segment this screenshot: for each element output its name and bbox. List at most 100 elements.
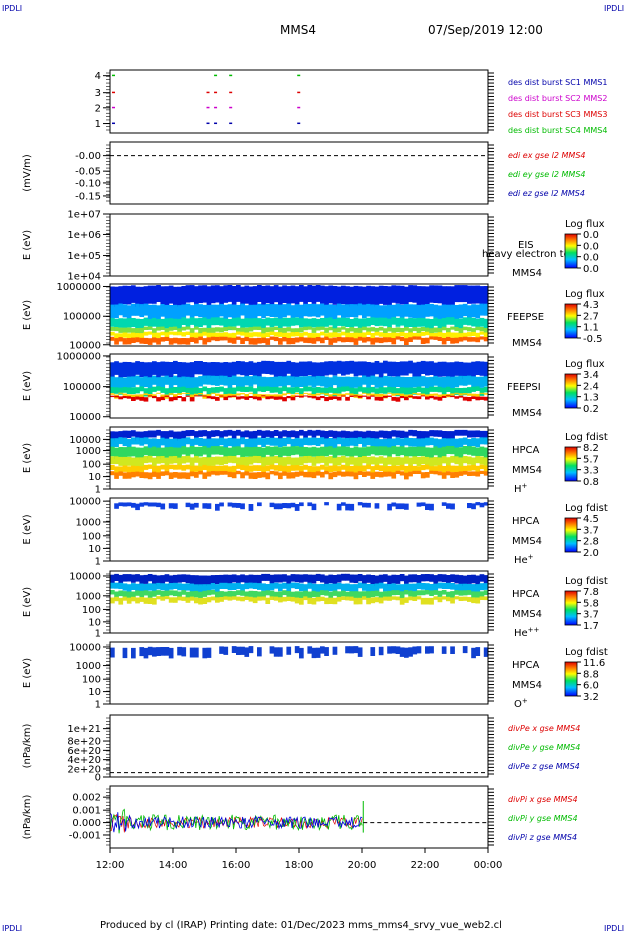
- heatmap-cell-hpca_hepp: [290, 582, 296, 589]
- y-tick-label-hpca_he: 1: [95, 557, 101, 568]
- heatmap-cell-feepsi: [433, 375, 439, 386]
- heatmap-cell-hpca_hepp: [286, 590, 292, 598]
- heatmap-cell-hpca_hepp: [164, 574, 170, 582]
- heatmap-cell-hpca_h: [336, 456, 342, 466]
- heatmap-cell-feepsi: [164, 361, 170, 377]
- heatmap-cell-hpca_hepp: [433, 596, 439, 600]
- heatmap-cell-feepse: [437, 336, 443, 341]
- panel-frame-hpca_o: [109, 641, 489, 705]
- heatmap-cell-hpca_h: [378, 430, 384, 438]
- heatmap-cell-hpca_hepp: [399, 584, 405, 594]
- heatmap-cell-hpca_h: [181, 472, 187, 479]
- heatmap-cell-feepsi: [462, 387, 468, 396]
- heatmap-cell-hpca_o: [160, 647, 166, 656]
- heatmap-cell-feepsi: [362, 392, 367, 394]
- heatmap-cell-hpca_hepp: [273, 596, 279, 601]
- heatmap-cell-feepsi: [446, 362, 451, 379]
- heatmap-cell-feepse: [446, 317, 451, 325]
- heatmap-cell-hpca_h: [206, 447, 212, 459]
- heatmap-cell-hpca_hepp: [240, 574, 245, 583]
- heatmap-cell-feepse: [450, 332, 455, 338]
- heatmap-cell-feepse: [366, 331, 371, 335]
- heatmap-cell-feepse: [156, 332, 161, 339]
- heatmap-cell-hpca_hepp: [139, 575, 145, 585]
- heatmap-cell-feepsi: [450, 388, 455, 396]
- heatmap-cell-hpca_hepp: [131, 583, 136, 590]
- heatmap-cell-feepse: [353, 328, 359, 335]
- heatmap-cell-feepse: [215, 317, 220, 326]
- heatmap-cell-feepsi: [215, 396, 220, 401]
- heatmap-cell-hpca_h: [206, 457, 212, 468]
- heatmap-cell-feepse: [118, 286, 124, 306]
- heatmap-cell-hpca_he: [215, 503, 220, 511]
- heatmap-cell-hpca_hepp: [177, 574, 182, 583]
- heatmap-cell-feepsi: [395, 397, 401, 402]
- heatmap-cell-feepse: [269, 304, 275, 317]
- heatmap-cell-feepse: [189, 337, 195, 342]
- heatmap-cell-hpca_hepp: [122, 583, 128, 591]
- heatmap-cell-feepsi: [227, 377, 233, 389]
- x-tick-label: 00:00: [474, 860, 503, 871]
- heatmap-cell-hpca_h: [189, 457, 195, 468]
- heatmap-cell-feepse: [416, 327, 422, 333]
- heatmap-cell-feepsi: [454, 387, 460, 395]
- heatmap-cell-hpca_hepp: [198, 584, 203, 594]
- heatmap-cell-hpca_o: [357, 647, 363, 657]
- species-charge: ++: [528, 626, 540, 634]
- heatmap-cell-feepse: [273, 304, 279, 318]
- heatmap-cell-feepse: [278, 338, 283, 345]
- heatmap-cell-feepse: [248, 338, 254, 345]
- species-charge: +: [528, 553, 534, 561]
- heatmap-cell-hpca_hepp: [353, 584, 359, 593]
- heatmap-cell-hpca_hepp: [412, 574, 418, 583]
- heatmap-cell-feepsi: [353, 361, 359, 377]
- burst-mark: [229, 74, 233, 77]
- heatmap-cell-hpca_h: [320, 471, 325, 478]
- heatmap-cell-hpca_h: [177, 472, 182, 479]
- heatmap-cell-feepse: [332, 286, 338, 305]
- x-tick-label: 18:00: [285, 860, 314, 871]
- heatmap-cell-feepsi: [471, 396, 476, 399]
- heatmap-cell-hpca_h: [416, 466, 422, 474]
- y-tick-label-burst: 4: [95, 71, 101, 82]
- heatmap-cell-feepse: [265, 327, 271, 332]
- heatmap-cell-hpca_h: [315, 456, 321, 464]
- heatmap-cell-hpca_h: [282, 457, 287, 467]
- heatmap-cell-feepse: [147, 304, 153, 320]
- heatmap-cell-feepsi: [437, 386, 443, 393]
- heatmap-cell-hpca_h: [412, 430, 418, 437]
- heatmap-cell-hpca_hepp: [395, 574, 401, 584]
- heatmap-cell-hpca_o: [320, 646, 325, 654]
- heatmap-cell-feepsi: [458, 393, 464, 396]
- heatmap-cell-hpca_o: [408, 647, 413, 657]
- heatmap-cell-feepse: [215, 304, 220, 319]
- heatmap-cell-hpca_hepp: [458, 596, 464, 601]
- heatmap-cell-hpca_hepp: [131, 596, 136, 602]
- heatmap-cell-feepse: [416, 333, 422, 340]
- heatmap-cell-feepsi: [261, 395, 266, 397]
- heatmap-cell-feepsi: [198, 376, 203, 387]
- heatmap-cell-hpca_hepp: [450, 591, 455, 598]
- heatmap-cell-hpca_hepp: [399, 597, 405, 605]
- heatmap-cell-feepsi: [349, 387, 355, 395]
- heatmap-cell-hpca_hepp: [156, 582, 161, 590]
- heatmap-cell-hpca_hepp: [181, 583, 187, 592]
- heatmap-cell-hpca_h: [454, 447, 460, 459]
- y-tick-label-eis: 1e+04: [67, 272, 101, 283]
- heatmap-cell-hpca_h: [231, 472, 237, 479]
- heatmap-cell-hpca_hepp: [219, 591, 224, 598]
- heatmap-cell-feepse: [181, 304, 187, 319]
- heatmap-cell-feepse: [299, 327, 304, 333]
- heatmap-cell-hpca_h: [110, 456, 115, 465]
- heatmap-cell-hpca_o: [248, 646, 254, 654]
- species-charge: +: [522, 482, 528, 490]
- heatmap-cell-hpca_hepp: [332, 597, 338, 605]
- heatmap-cell-hpca_h: [374, 471, 380, 477]
- heatmap-cell-hpca_h: [341, 464, 346, 470]
- heatmap-cell-feepse: [399, 285, 405, 305]
- heatmap-cell-hpca_h: [269, 431, 275, 440]
- heatmap-cell-feepsi: [420, 393, 426, 397]
- heatmap-cell-hpca_hepp: [139, 583, 145, 592]
- heatmap-cell-hpca_hepp: [244, 575, 250, 585]
